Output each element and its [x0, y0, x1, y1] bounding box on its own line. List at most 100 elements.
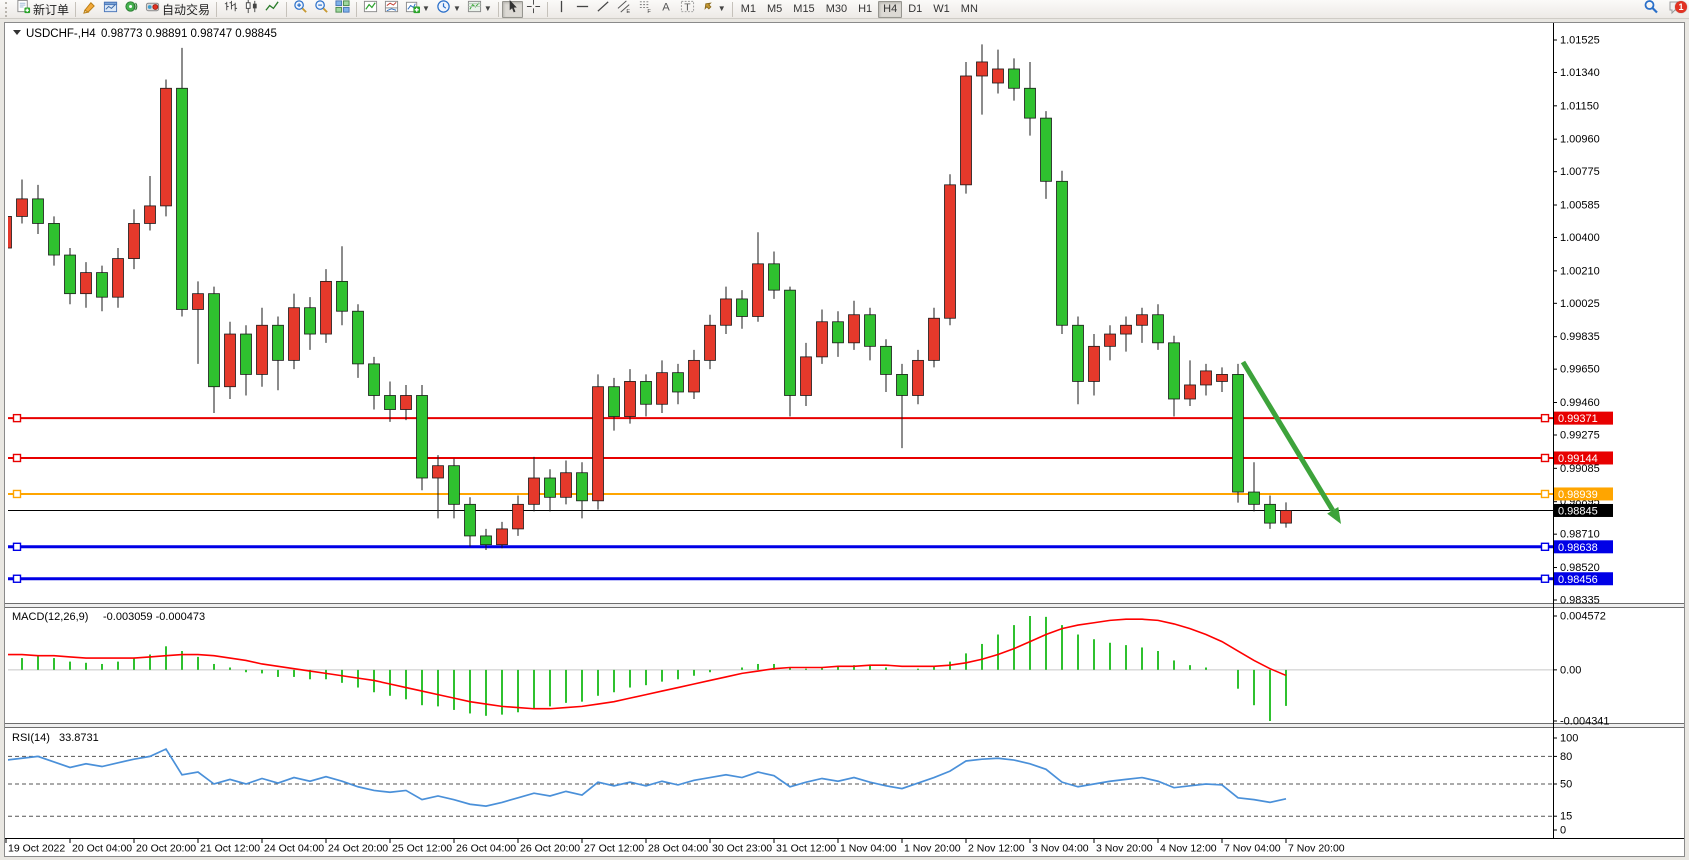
- toolbar-grip[interactable]: [5, 1, 10, 17]
- candle: [128, 223, 140, 259]
- time-tick-label: 24 Oct 04:00: [264, 843, 324, 855]
- line-handle[interactable]: [12, 453, 22, 463]
- line-handle[interactable]: [12, 542, 22, 552]
- rsi-label: RSI(14): [12, 732, 50, 744]
- timeframe-h1-button[interactable]: H1: [858, 3, 873, 15]
- candle: [112, 258, 124, 298]
- candle: [16, 198, 28, 217]
- time-tick-label: 1 Nov 04:00: [840, 843, 897, 855]
- line-handle[interactable]: [1540, 489, 1550, 499]
- price-line-badge-text: 0.98456: [1558, 574, 1598, 586]
- symbol-collapse-icon[interactable]: [13, 30, 21, 35]
- trendline-button[interactable]: [593, 1, 614, 18]
- line-handle[interactable]: [1540, 574, 1550, 583]
- candle: [528, 477, 540, 505]
- time-tick-label: 30 Oct 23:00: [712, 843, 772, 855]
- charts-window-button[interactable]: [100, 1, 121, 18]
- rsi-value: 33.8731: [59, 732, 99, 744]
- price-line-badge: [1554, 540, 1613, 554]
- candle: [336, 280, 348, 312]
- candle: [752, 263, 764, 317]
- cursor-button[interactable]: [501, 0, 523, 18]
- panel-separator[interactable]: [5, 723, 1684, 728]
- zoom-in-button[interactable]: [290, 0, 311, 18]
- styler-button[interactable]: [79, 1, 100, 18]
- vertical-line-icon: [554, 0, 569, 19]
- new-order-button[interactable]: 新订单: [13, 0, 72, 18]
- symbol-title: USDCHF-,H4: [26, 28, 96, 40]
- candle: [608, 386, 620, 417]
- candlestick-chart-button[interactable]: [241, 0, 262, 19]
- fibonacci-button[interactable]: F: [635, 1, 656, 18]
- crosshair-button[interactable]: [523, 0, 544, 18]
- indicator-list-button[interactable]: [360, 0, 381, 19]
- text-button[interactable]: A: [656, 1, 677, 18]
- candle: [1136, 314, 1148, 326]
- time-axis[interactable]: 19 Oct 2022 20 Oct 04:00 20 Oct 20:00 21 Oc…: [5, 839, 1345, 855]
- indicator-window-button[interactable]: [381, 0, 402, 18]
- line-handle[interactable]: [1540, 413, 1550, 423]
- search-icon: [1643, 0, 1659, 20]
- timeframe-mn-button[interactable]: MN: [960, 3, 978, 15]
- line-handle[interactable]: [12, 413, 22, 423]
- toolbar-right-group: 1: [1640, 0, 1687, 20]
- template-button[interactable]: ▼: [464, 0, 495, 18]
- chat-button[interactable]: 1: [1666, 0, 1687, 18]
- zoom-out-button[interactable]: [311, 0, 332, 18]
- candlestick-chart-icon: [244, 0, 259, 19]
- text-label-button[interactable]: T: [677, 0, 698, 18]
- arrows-button[interactable]: ▼: [698, 1, 729, 18]
- period-button[interactable]: ▼: [433, 0, 464, 18]
- candle: [64, 254, 76, 295]
- indicator-list-icon: [363, 0, 378, 19]
- candle: [656, 372, 668, 405]
- trend-arrow-head[interactable]: [1327, 506, 1341, 524]
- timeframe-m30-button[interactable]: M30: [825, 3, 848, 15]
- sound-button[interactable]: [121, 1, 142, 18]
- macd-tick-label: -0.004341: [1560, 716, 1610, 728]
- time-tick-label: 2 Nov 12:00: [968, 843, 1025, 855]
- trend-arrow-layer: [1240, 360, 1341, 524]
- timeframe-m1-button[interactable]: M1: [740, 3, 756, 15]
- toolbar-separator: [216, 1, 218, 17]
- candle: [384, 395, 396, 410]
- toolbar-separator: [75, 1, 77, 17]
- timeframe-m15-button[interactable]: M15: [793, 3, 815, 15]
- trend-arrow[interactable]: [1240, 360, 1335, 512]
- line-handle[interactable]: [12, 574, 22, 583]
- timeframe-w1-button[interactable]: W1: [933, 3, 950, 15]
- tile-windows-button[interactable]: [332, 0, 353, 18]
- candle: [704, 324, 716, 361]
- candle: [832, 321, 844, 344]
- add-indicator-button[interactable]: ▼: [402, 1, 433, 18]
- price-tick-label: 0.98335: [1560, 595, 1600, 607]
- horizontal-lines-layer: [8, 413, 1553, 583]
- chevron-down-icon: ▼: [483, 4, 492, 13]
- styler-icon: [82, 0, 97, 19]
- candle: [176, 87, 188, 310]
- horizontal-line-button[interactable]: [572, 1, 593, 18]
- equidistant-channel-button[interactable]: E: [614, 0, 635, 18]
- line-handle[interactable]: [1540, 542, 1550, 552]
- line-chart-button[interactable]: [262, 1, 283, 18]
- candle: [8, 216, 12, 249]
- candle: [976, 61, 988, 77]
- search-button[interactable]: [1640, 0, 1662, 20]
- price-line-badge-text: 0.99371: [1558, 413, 1598, 425]
- price-tick-label: 0.98710: [1560, 529, 1600, 541]
- chart-window-border: [4, 22, 1685, 857]
- candle: [960, 75, 972, 186]
- svg-text:E: E: [626, 9, 630, 14]
- line-handle[interactable]: [1540, 453, 1550, 463]
- panel-separator[interactable]: [5, 603, 1684, 608]
- timeframe-h4-button[interactable]: H4: [878, 0, 903, 18]
- timeframe-m5-button[interactable]: M5: [767, 3, 783, 15]
- price-tick-label: 1.00585: [1560, 200, 1600, 212]
- vertical-line-button[interactable]: [551, 0, 572, 19]
- svg-text:A: A: [662, 1, 670, 13]
- timeframe-d1-button[interactable]: D1: [908, 3, 923, 15]
- line-handle[interactable]: [12, 489, 22, 499]
- bar-chart-button[interactable]: [220, 0, 241, 18]
- price-line-badge: [1554, 451, 1613, 465]
- auto-trading-button[interactable]: 自动交易: [142, 1, 213, 18]
